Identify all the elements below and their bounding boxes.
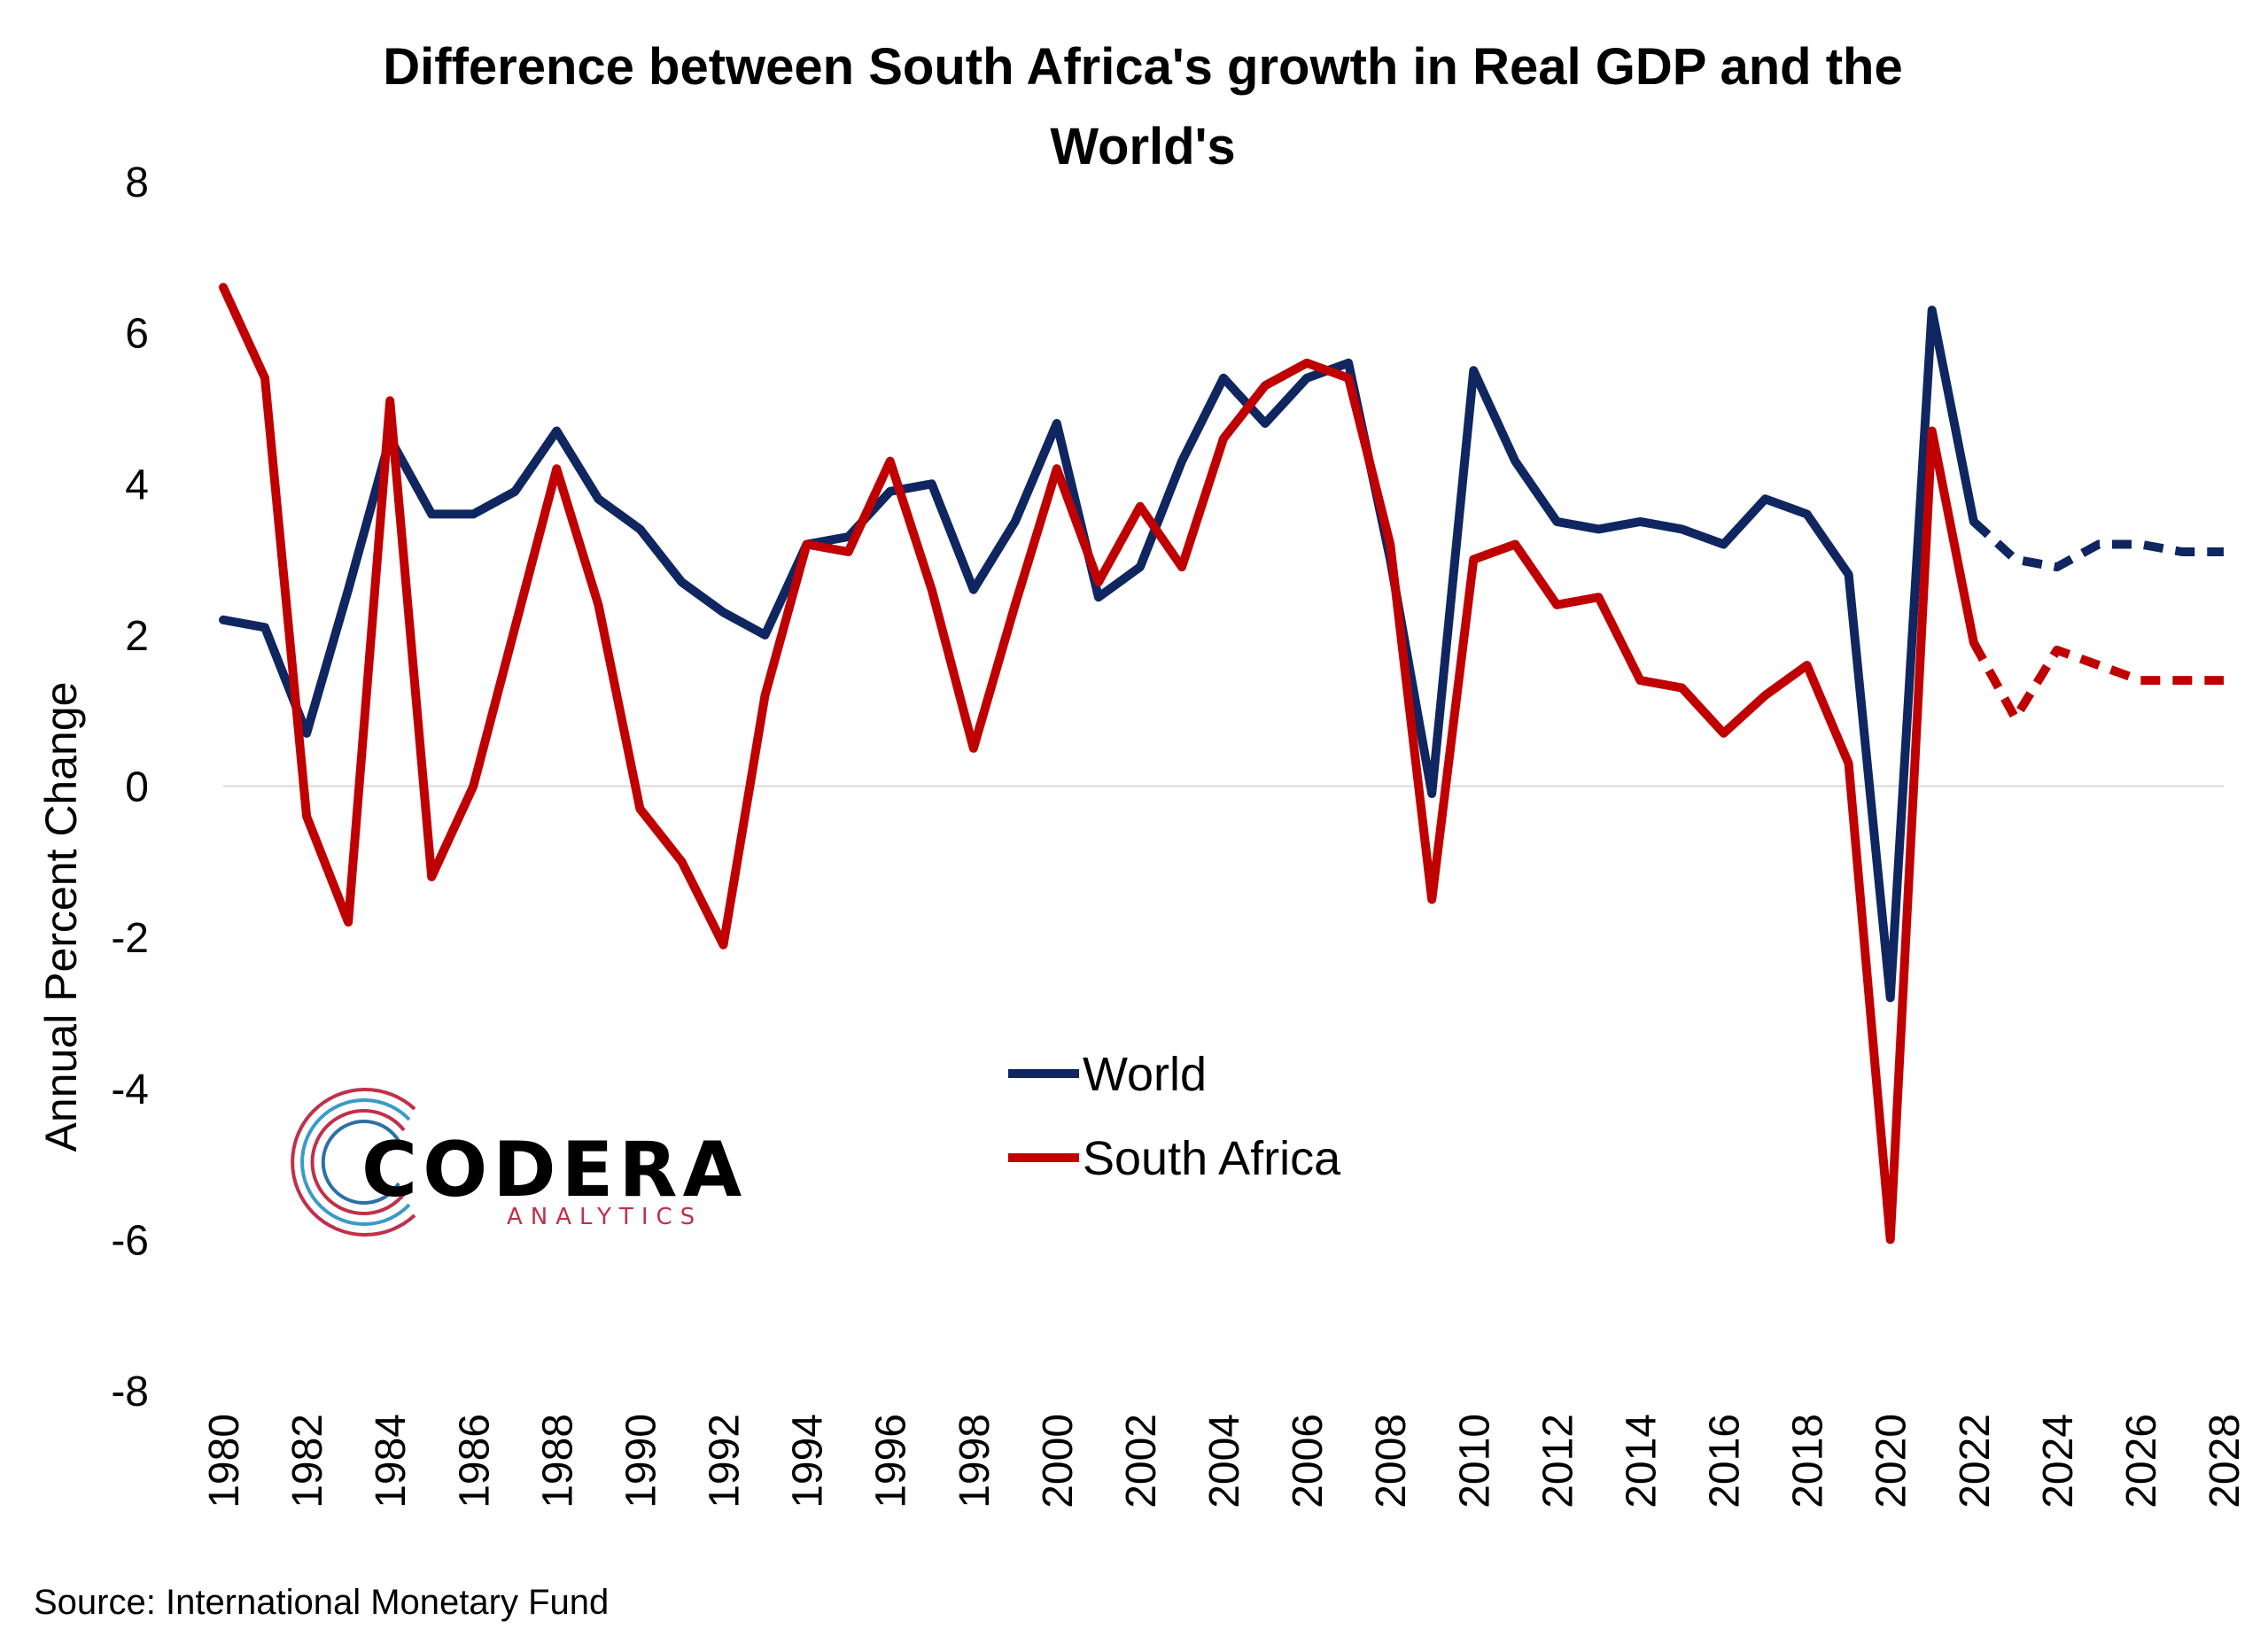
legend-item-world[interactable]: World: [1008, 1048, 1207, 1101]
series-line-south-africa: [219, 283, 1978, 1245]
x-tick-label: 2000: [1035, 1414, 1082, 1508]
legend-item-south-africa[interactable]: South Africa: [1008, 1132, 1341, 1185]
x-tick-label: 1980: [201, 1414, 248, 1508]
chart-title-line-2: World's: [1050, 118, 1235, 175]
codera-logo-text: CODERA: [361, 1126, 747, 1214]
legend-label-south-africa: South Africa: [1083, 1132, 1341, 1185]
x-tick-label: 2006: [1285, 1414, 1332, 1508]
y-tick-label: 8: [125, 159, 149, 206]
y-tick-label: -4: [111, 1066, 149, 1113]
x-tick-label: 1984: [368, 1414, 415, 1508]
x-tick-label: 1998: [951, 1414, 998, 1508]
x-tick-label: 1988: [534, 1414, 581, 1508]
y-axis-title: Annual Percent Change: [36, 682, 86, 1152]
x-tick-label: 2014: [1618, 1414, 1665, 1508]
x-tick-label: 2020: [1868, 1414, 1915, 1508]
x-tick-label: 2004: [1201, 1414, 1248, 1508]
y-tick-label: 2: [125, 613, 149, 660]
series-forecast-line-world: [1970, 518, 2224, 572]
x-tick-label: 2018: [1785, 1414, 1832, 1508]
x-tick-label: 2016: [1702, 1414, 1749, 1508]
x-tick-label: 2026: [2118, 1414, 2165, 1508]
y-tick-label: -8: [111, 1369, 149, 1415]
x-tick-label: 1982: [284, 1414, 331, 1508]
x-tick-label: 1990: [617, 1414, 664, 1508]
x-tick-label: 1994: [785, 1414, 832, 1508]
x-tick-label: 2024: [2035, 1414, 2082, 1508]
y-tick-label: -2: [111, 915, 149, 962]
x-tick-label: 1992: [702, 1414, 749, 1508]
x-axis-ticks: 1980 1982 1984 1986 1988 1990 1992 1994 1996 1998…: [201, 1414, 2249, 1508]
y-tick-label: 0: [125, 764, 149, 811]
x-tick-label: 2010: [1451, 1414, 1498, 1508]
x-tick-label: 1996: [868, 1414, 915, 1508]
codera-logo: CODERA ANALYTICS: [291, 1088, 747, 1237]
y-tick-label: 6: [125, 311, 149, 358]
chart-title: Difference between South Africa's growth…: [383, 38, 1902, 175]
legend: World South Africa: [1008, 1048, 1341, 1185]
x-tick-label: 2022: [1952, 1414, 1999, 1508]
y-tick-label: 4: [125, 461, 149, 508]
x-tick-label: 2002: [1118, 1414, 1165, 1508]
x-tick-label: 2012: [1534, 1414, 1581, 1508]
x-tick-label: 1986: [451, 1414, 498, 1508]
codera-logo-mark: [291, 1088, 416, 1237]
series-forecast-line-south-africa: [1969, 640, 2224, 723]
legend-label-world: World: [1083, 1048, 1207, 1101]
codera-logo-tagline: ANALYTICS: [507, 1204, 703, 1230]
series-line-world: [219, 306, 1978, 1003]
chart-title-line-1: Difference between South Africa's growth…: [383, 38, 1902, 96]
x-tick-label: 2028: [2202, 1414, 2249, 1508]
x-tick-label: 2008: [1368, 1414, 1415, 1508]
y-axis-ticks: 8 6 4 2 0 -2 -4 -6 -8: [111, 159, 149, 1415]
series-lines: [219, 283, 2224, 1245]
source-note: Source: International Monetary Fund: [34, 1583, 609, 1622]
y-tick-label: -6: [111, 1217, 149, 1264]
